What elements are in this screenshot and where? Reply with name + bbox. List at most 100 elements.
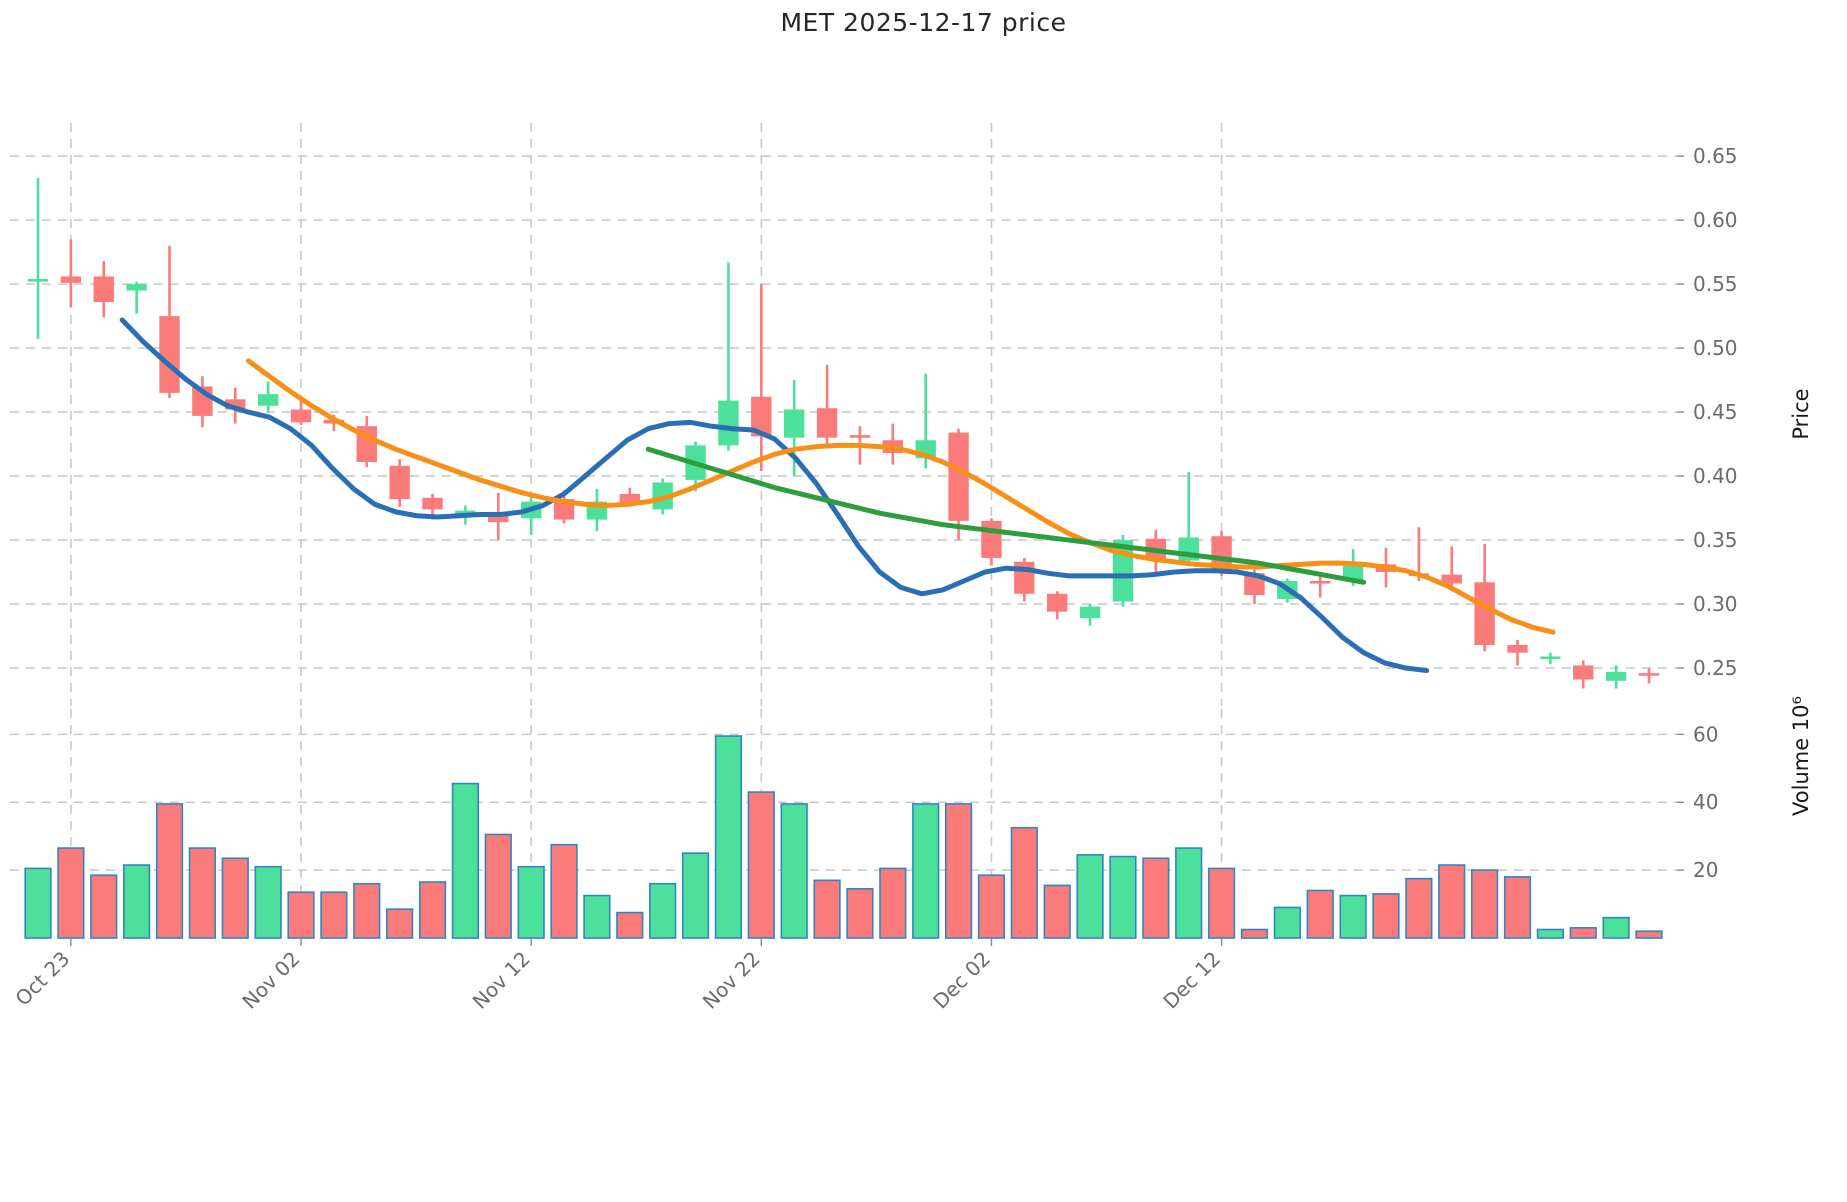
candle-body <box>93 276 114 303</box>
candle-body <box>1079 606 1101 619</box>
volume-bar <box>1602 916 1630 939</box>
candle-body <box>619 493 640 505</box>
volume-bar <box>1306 889 1334 939</box>
volume-bar <box>583 894 611 939</box>
price-tick-label: 0.60 <box>1693 208 1738 232</box>
candle-body <box>488 511 509 523</box>
volume-bar <box>221 857 249 939</box>
volume-bar <box>24 867 52 939</box>
x-tick-label: Dec 02 <box>928 947 995 1014</box>
y-axis-right: 0.65 0.60 0.55 0.50 0.45 0.40 0.35 0.30 0.25 60 40… <box>1677 144 1738 882</box>
candle-body <box>1507 644 1528 653</box>
candle-body <box>1310 580 1331 584</box>
volume-bar <box>484 833 512 939</box>
volume-bar <box>188 847 217 939</box>
volume-bar <box>1076 854 1104 939</box>
candle-body <box>816 408 838 438</box>
volume-bar <box>846 887 874 939</box>
volume-bar <box>418 881 447 939</box>
volume-bar <box>1372 893 1400 939</box>
price-tick-label: 0.40 <box>1693 464 1738 488</box>
volume-bar <box>451 782 480 939</box>
volume-bar <box>714 735 743 939</box>
price-tick-label: 0.50 <box>1693 336 1738 360</box>
volume-bar <box>57 847 85 939</box>
volume-bar <box>1273 906 1301 939</box>
candle-body <box>751 396 772 437</box>
candle-body <box>60 276 82 283</box>
volume-bar <box>90 874 118 939</box>
volume-bar <box>353 882 381 939</box>
price-tick-label: 0.45 <box>1693 400 1738 424</box>
x-axis-bottom: Oct 23 Nov 02 Nov 12 Nov 22 Dec 02 Dec 12 <box>10 938 1225 1014</box>
volume-bar <box>977 874 1006 939</box>
volume-tick-label: 40 <box>1693 790 1718 814</box>
ma-line-ma_mid <box>245 358 1556 635</box>
candle-body <box>1638 673 1660 676</box>
volume-bar <box>681 852 710 939</box>
candle-body <box>422 497 443 510</box>
volume-bar <box>1339 894 1367 939</box>
volume-bar <box>386 908 414 939</box>
volume-bar <box>517 865 545 939</box>
volume-bar <box>1010 826 1038 939</box>
volume-bar <box>254 865 282 939</box>
candle-body <box>290 409 312 423</box>
price-tick-label: 0.30 <box>1693 592 1738 616</box>
candlestick-series <box>27 177 1660 689</box>
candle-body <box>718 400 739 446</box>
x-tick-label: Nov 12 <box>468 947 535 1014</box>
volume-bar <box>123 864 151 939</box>
x-tick-label: Dec 12 <box>1158 947 1225 1014</box>
volume-tick-label: 60 <box>1693 722 1718 746</box>
candle-body <box>225 399 246 410</box>
volume-bar <box>1635 930 1663 939</box>
volume-bar <box>912 803 940 939</box>
volume-bar <box>649 882 677 939</box>
volume-bar <box>1405 877 1433 939</box>
candle-body <box>1573 665 1594 680</box>
volume-bar <box>1438 864 1466 939</box>
candle-body <box>389 465 410 500</box>
volume-bar <box>780 803 808 939</box>
price-tick-label: 0.55 <box>1693 272 1738 296</box>
candle-body <box>1540 656 1561 660</box>
volume-bar <box>1142 857 1170 939</box>
volume-tick-label: 20 <box>1693 858 1718 882</box>
x-tick-label: Oct 23 <box>10 947 74 1011</box>
volume-bar <box>550 843 578 939</box>
candle-body <box>1441 574 1462 584</box>
candle-body <box>783 409 805 438</box>
volume-bar <box>1240 928 1269 939</box>
candle-body <box>1047 593 1068 612</box>
candle-body <box>1474 582 1495 645</box>
volume-bar <box>1207 867 1236 939</box>
volume-bar <box>747 791 775 939</box>
volume-bar <box>616 911 644 939</box>
candle-body <box>849 435 871 438</box>
volume-bar <box>1175 847 1203 939</box>
volume-bar <box>287 891 315 939</box>
volume-axis-title: Volume 10⁶ <box>1789 696 1813 816</box>
price-axis-title: Price <box>1789 388 1813 439</box>
volume-bar <box>1043 884 1071 939</box>
volume-bar <box>320 891 348 939</box>
candle-body <box>1605 671 1627 681</box>
volume-bar <box>813 879 841 939</box>
volume-bar <box>1470 869 1499 939</box>
candle-body <box>981 520 1002 558</box>
price-tick-label: 0.25 <box>1693 656 1738 680</box>
candle-body <box>159 316 180 393</box>
volume-bar <box>1503 876 1532 939</box>
volume-bar <box>944 803 973 939</box>
page-title: MET 2025-12-17 price <box>780 8 1067 37</box>
volume-bar <box>1569 927 1597 939</box>
candle-body <box>126 284 147 291</box>
ma-line-ma_long <box>645 446 1367 585</box>
candle-body <box>27 278 49 282</box>
price-tick-label: 0.65 <box>1693 144 1738 168</box>
moving-averages <box>119 317 1556 674</box>
x-tick-label: Nov 22 <box>698 947 765 1014</box>
